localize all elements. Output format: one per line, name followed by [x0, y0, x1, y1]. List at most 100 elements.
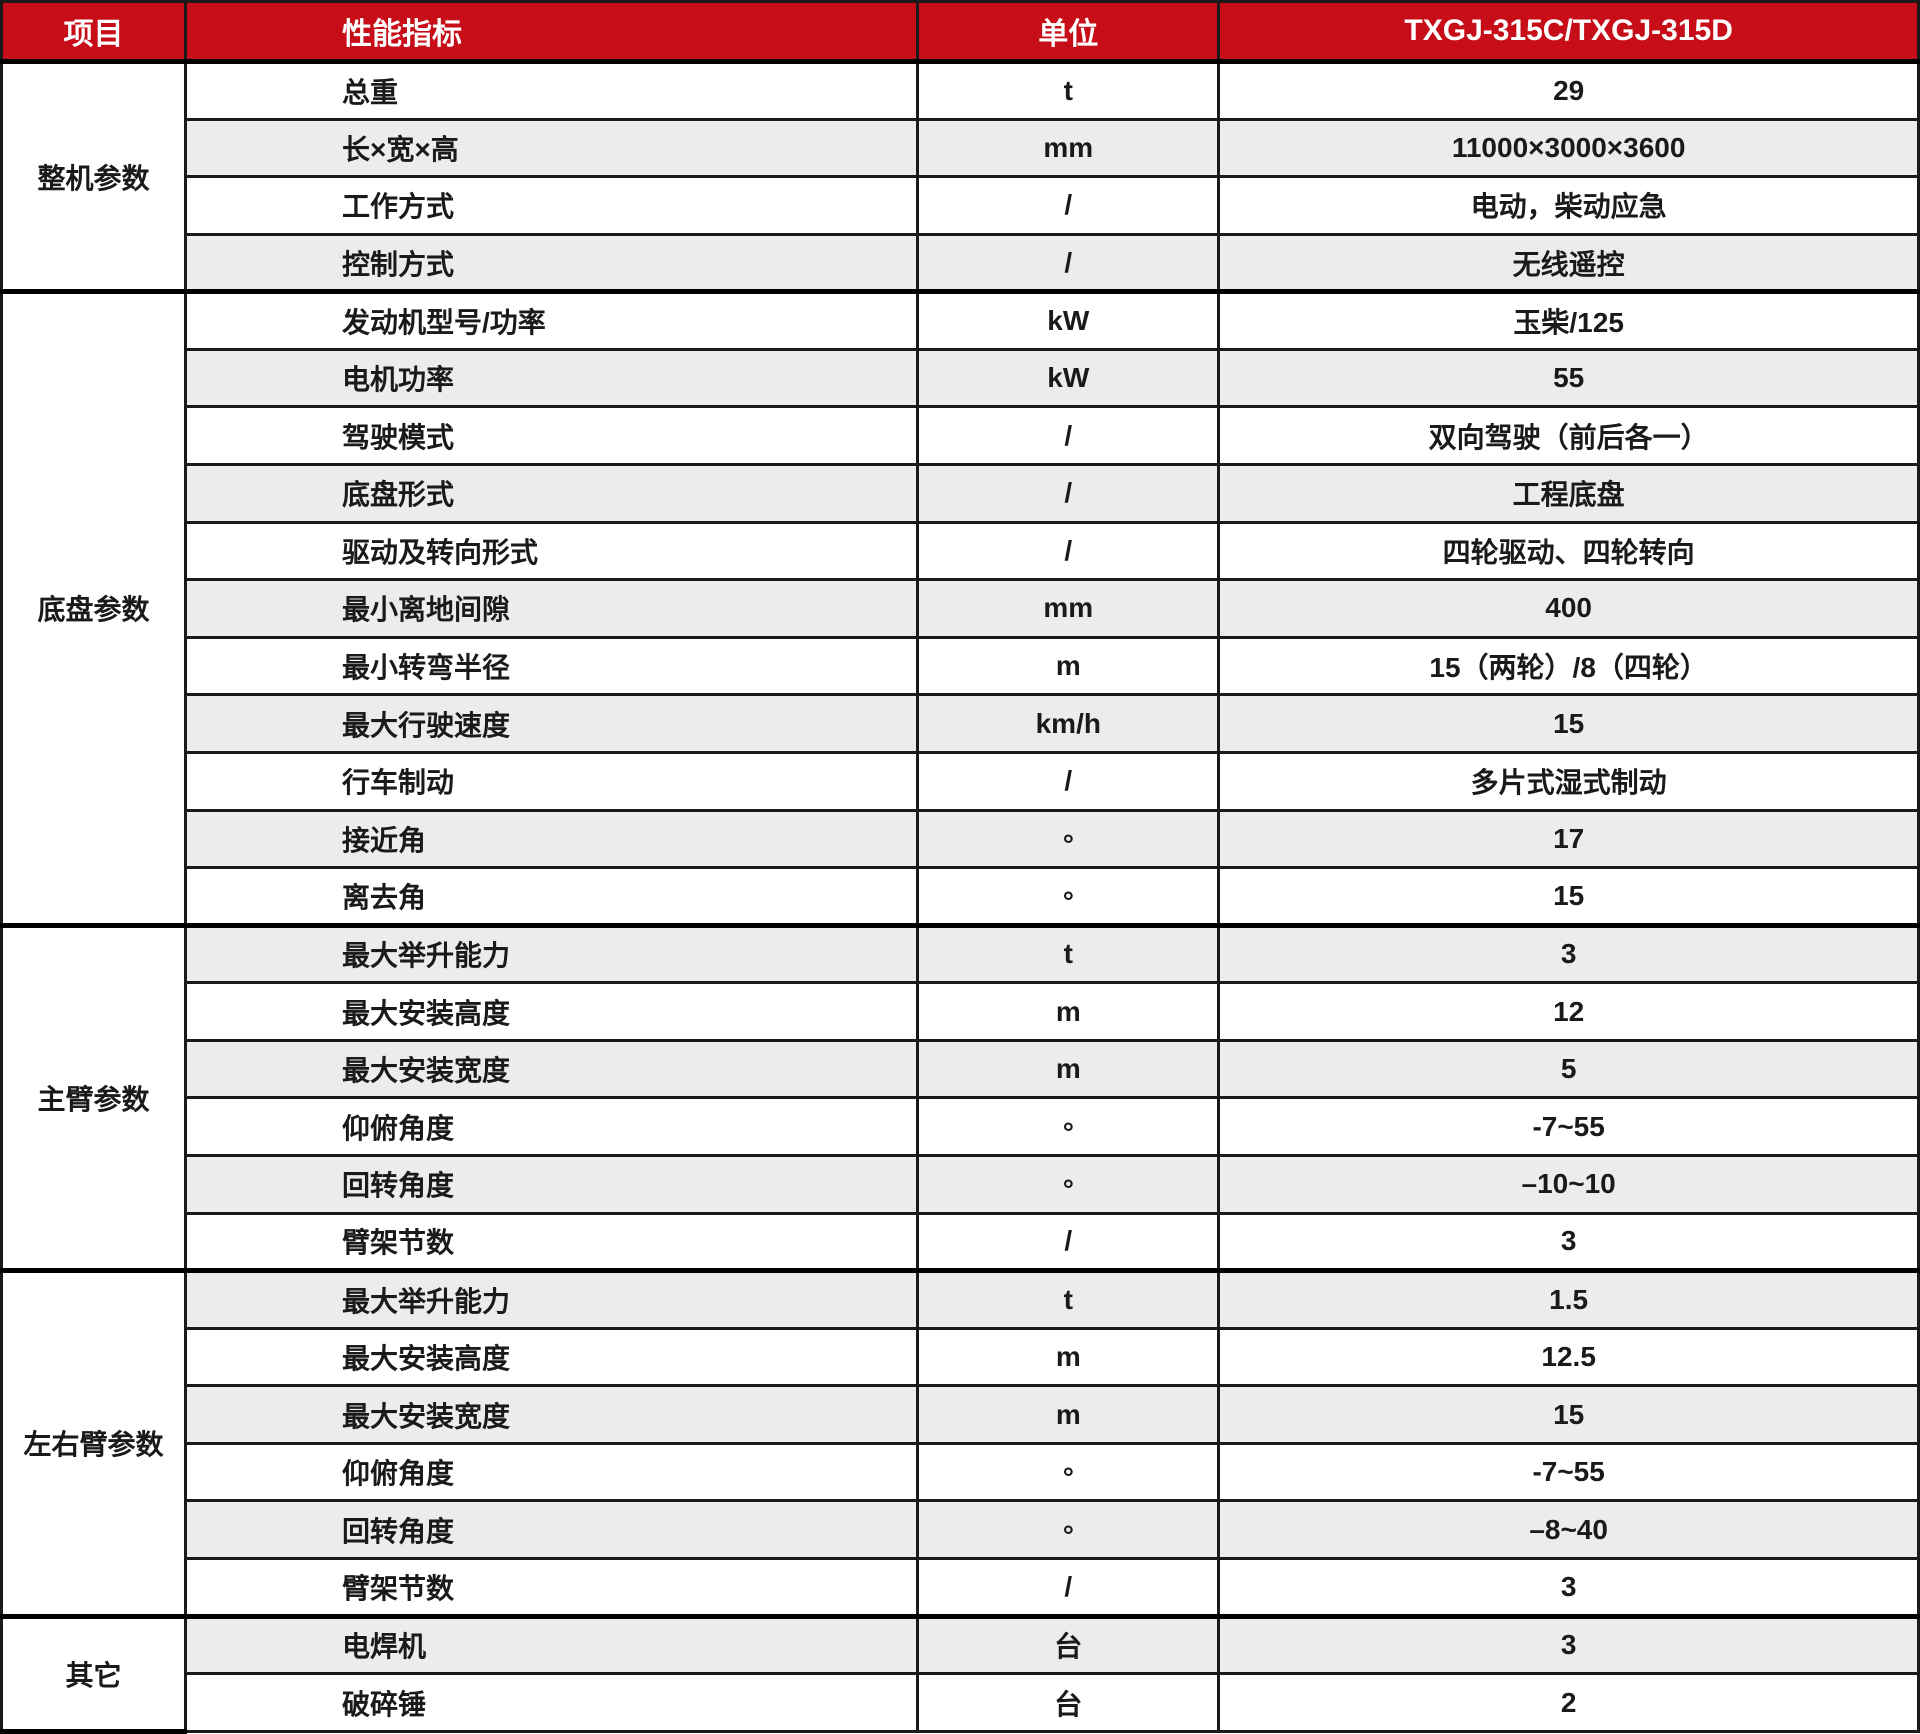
spec-label-cell: 最大举升能力: [184, 1268, 920, 1330]
unit-cell: km/h: [916, 693, 1221, 754]
table-row: 离去角 ° 15: [2, 866, 1920, 927]
value-cell: 双向驾驶（前后各一）: [1217, 405, 1920, 467]
table-row: 仰俯角度 ° -7~55: [2, 1441, 1920, 1503]
value-cell: –10~10: [1217, 1153, 1920, 1215]
table-row: 接近角 ° 17: [2, 808, 1920, 870]
spec-label-cell: 控制方式: [184, 232, 920, 294]
value-cell: 12.5: [1217, 1326, 1920, 1388]
group-cell: 其它: [0, 1613, 188, 1734]
unit-cell: mm: [916, 578, 1221, 639]
spec-label-cell: 驾驶模式: [184, 405, 920, 467]
value-cell: 11000×3000×3600: [1217, 117, 1920, 179]
table-row: 驾驶模式 / 双向驾驶（前后各一）: [2, 405, 1920, 467]
value-cell: 无线遥控: [1217, 232, 1920, 294]
unit-cell: °: [916, 1499, 1221, 1561]
group-cell: 整机参数: [0, 58, 188, 295]
group-cell: 底盘参数: [0, 289, 188, 928]
value-cell: 3: [1217, 1211, 1920, 1273]
table-row: 行车制动 / 多片式湿式制动: [2, 750, 1920, 812]
spec-label-cell: 电焊机: [184, 1613, 920, 1676]
spec-label-cell: 臂架节数: [184, 1211, 920, 1273]
spec-label-cell: 发动机型号/功率: [184, 289, 920, 351]
unit-cell: °: [916, 866, 1221, 927]
spec-label-cell: 驱动及转向形式: [184, 520, 920, 582]
value-cell: 15: [1217, 693, 1920, 754]
table-row: 臂架节数/3: [2, 1557, 1920, 1618]
unit-cell: mm: [916, 117, 1221, 179]
unit-cell: kW: [916, 289, 1221, 351]
table-row: 最大安装宽度 m 5: [2, 1038, 1920, 1100]
spec-label-cell: 最大安装高度: [184, 1326, 920, 1388]
unit-cell: m: [916, 1038, 1221, 1100]
spec-label-cell: 回转角度: [184, 1153, 920, 1215]
spec-label-cell: 最大安装宽度: [184, 1038, 920, 1100]
col-header-spec: 性能指标: [184, 0, 920, 64]
spec-label-cell: 行车制动: [184, 750, 920, 812]
unit-cell: m: [916, 1326, 1221, 1388]
table-row: 电机功率 kW 55: [2, 347, 1920, 409]
col-header-model: TXGJ-315C/TXGJ-315D: [1217, 0, 1920, 64]
table-row: 最小离地间隙 mm 400: [2, 578, 1920, 639]
table-row: 仰俯角度 ° -7~55: [2, 1096, 1920, 1157]
table-row: 最大安装高度 m 12: [2, 981, 1920, 1042]
unit-cell: kW: [916, 347, 1221, 409]
value-cell: 3: [1217, 1613, 1920, 1676]
group-cell: 左右臂参数: [0, 1268, 188, 1619]
col-header-item: 项目: [0, 0, 188, 64]
unit-cell: °: [916, 1441, 1221, 1503]
spec-label-cell: 破碎锤: [184, 1672, 920, 1733]
spec-label-cell: 最大安装宽度: [184, 1384, 920, 1445]
unit-cell: °: [916, 1153, 1221, 1215]
unit-cell: °: [916, 1096, 1221, 1157]
value-cell: 玉柴/125: [1217, 289, 1920, 351]
spec-label-cell: 最大行驶速度: [184, 693, 920, 754]
col-header-unit: 单位: [916, 0, 1221, 64]
table-row: 破碎锤台 2: [2, 1672, 1920, 1733]
table-row: 主臂参数 最大举升能力 t 3: [0, 922, 1920, 1274]
group-cell: 主臂参数: [0, 922, 188, 1274]
table-row: 回转角度 ° –10~10: [2, 1153, 1920, 1215]
spec-label-cell: 最大举升能力: [184, 922, 920, 985]
value-cell: 15（两轮）/8（四轮）: [1217, 635, 1920, 697]
unit-cell: /: [916, 463, 1221, 524]
unit-cell: /: [916, 1211, 1221, 1273]
value-cell: 3: [1217, 1557, 1920, 1618]
spec-label-cell: 臂架节数: [184, 1557, 920, 1618]
value-cell: -7~55: [1217, 1096, 1920, 1157]
spec-label-cell: 长×宽×高: [184, 117, 920, 179]
spec-label-cell: 总重: [184, 60, 920, 121]
value-cell: 四轮驱动、四轮转向: [1217, 520, 1920, 582]
table-row: 回转角度 ° –8~40: [2, 1499, 1920, 1561]
value-cell: 5: [1217, 1038, 1920, 1100]
value-cell: 电动，柴动应急: [1217, 175, 1920, 236]
table-row: 最大安装宽度 m 15: [2, 1384, 1920, 1445]
table-row: 最大安装高度 m 12.5: [2, 1326, 1920, 1388]
unit-cell: /: [916, 520, 1221, 582]
unit-cell: t: [916, 60, 1221, 121]
unit-cell: m: [916, 635, 1221, 697]
table-row: 最大行驶速度 km/h 15: [2, 693, 1920, 754]
value-cell: 3: [1217, 922, 1920, 985]
spec-label-cell: 回转角度: [184, 1499, 920, 1561]
value-cell: 12: [1217, 981, 1920, 1042]
table-row: 臂架节数/3: [2, 1211, 1920, 1273]
unit-cell: /: [916, 405, 1221, 467]
value-cell: 55: [1217, 347, 1920, 409]
value-cell: 17: [1217, 808, 1920, 870]
value-cell: -7~55: [1217, 1441, 1920, 1503]
spec-label-cell: 仰俯角度: [184, 1441, 920, 1503]
spec-label-cell: 工作方式: [184, 175, 920, 236]
value-cell: 多片式湿式制动: [1217, 750, 1920, 812]
unit-cell: °: [916, 808, 1221, 870]
table-row: 长×宽×高 mm 11000×3000×3600: [2, 117, 1920, 179]
unit-cell: m: [916, 981, 1221, 1042]
table-row: 工作方式 / 电动，柴动应急: [2, 175, 1920, 236]
table-row: 其它 电焊机台 3: [0, 1613, 1920, 1734]
spec-label-cell: 底盘形式: [184, 463, 920, 524]
spec-label-cell: 离去角: [184, 866, 920, 927]
unit-cell: /: [916, 1557, 1221, 1618]
value-cell: 400: [1217, 578, 1920, 639]
unit-cell: 台: [916, 1613, 1221, 1676]
value-cell: 工程底盘: [1217, 463, 1920, 524]
